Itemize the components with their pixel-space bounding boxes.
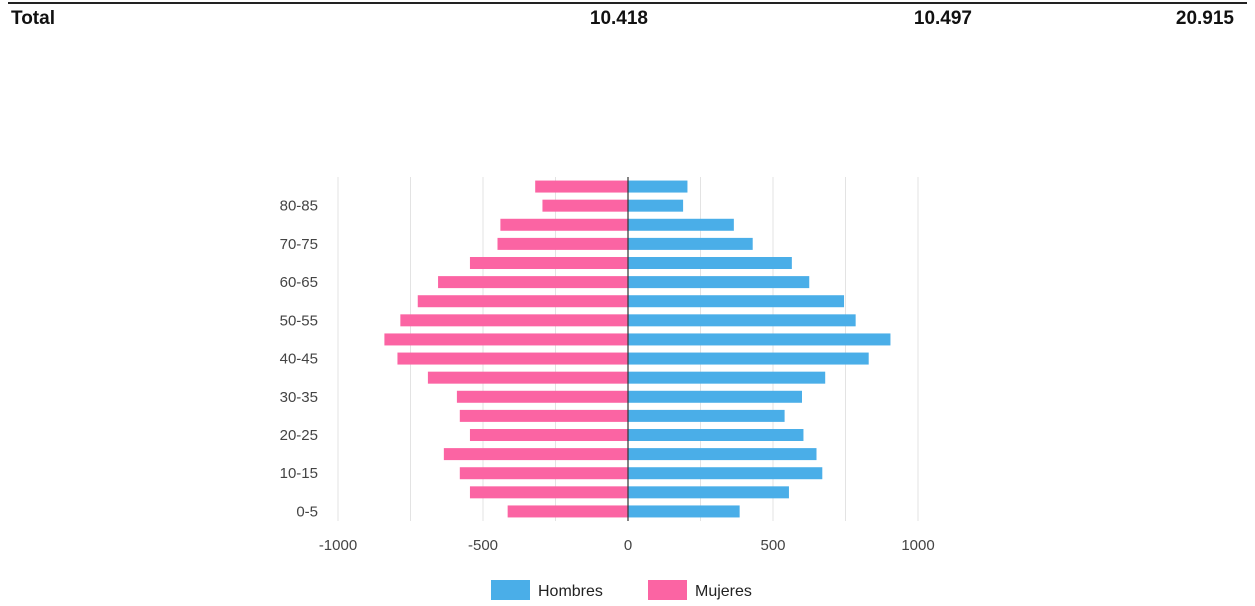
- bar-mujeres: [459, 467, 628, 480]
- y-tick-label: 40-45: [280, 351, 318, 368]
- bar-mujeres: [459, 409, 628, 422]
- y-tick-label: 60-65: [280, 274, 318, 291]
- total-men-value: 10.418: [589, 8, 648, 29]
- legend-swatch-hombres: [491, 580, 530, 600]
- bar-hombres: [628, 314, 856, 327]
- x-tick-label: -1000: [319, 537, 357, 554]
- y-tick-label: 0-5: [296, 503, 318, 520]
- bar-hombres: [628, 352, 869, 365]
- x-tick-label: 500: [760, 537, 785, 554]
- grid-layer: [337, 177, 919, 521]
- bar-hombres: [628, 199, 684, 212]
- bar-hombres: [628, 486, 789, 499]
- bar-hombres: [628, 467, 823, 480]
- legend: Hombres Mujeres: [491, 580, 752, 600]
- y-tick-label: 10-15: [280, 465, 318, 482]
- bar-mujeres: [443, 448, 628, 461]
- bar-hombres: [628, 218, 734, 231]
- x-tick-label: -500: [468, 537, 498, 554]
- bars-layer: [384, 180, 891, 518]
- total-label: Total: [11, 8, 55, 29]
- bar-hombres: [628, 371, 826, 384]
- bar-mujeres: [542, 199, 628, 212]
- bar-hombres: [628, 257, 792, 269]
- bar-mujeres: [469, 257, 628, 269]
- bar-hombres: [628, 390, 802, 403]
- legend-swatch-mujeres: [648, 580, 687, 600]
- bar-mujeres: [535, 180, 628, 193]
- bar-hombres: [628, 237, 753, 250]
- bar-mujeres: [397, 352, 628, 365]
- legend-label-mujeres: Mujeres: [695, 583, 752, 600]
- bar-mujeres: [456, 390, 628, 403]
- bar-hombres: [628, 276, 810, 289]
- bar-mujeres: [427, 371, 628, 384]
- bar-mujeres: [438, 276, 628, 289]
- total-all-value: 20.915: [1175, 8, 1234, 29]
- y-tick-label: 30-35: [280, 389, 318, 406]
- table-top-rule: [8, 2, 1247, 4]
- bar-hombres: [628, 409, 785, 422]
- bar-hombres: [628, 505, 740, 518]
- y-tick-label: 70-75: [280, 236, 318, 253]
- bar-mujeres: [400, 314, 628, 327]
- bar-hombres: [628, 429, 804, 441]
- bar-mujeres: [469, 486, 628, 499]
- y-tick-label: 20-25: [280, 427, 318, 444]
- bar-hombres: [628, 333, 891, 346]
- x-tick-label: 0: [624, 537, 632, 554]
- total-women-value: 10.497: [913, 8, 972, 29]
- bar-mujeres: [497, 237, 628, 250]
- axis-layer: -1000 -500 0 500 1000 0-5 10-15 20-25 30-35 40-45…: [280, 177, 935, 554]
- bar-hombres: [628, 448, 817, 461]
- y-tick-label: 80-85: [280, 198, 318, 215]
- bar-mujeres: [507, 505, 628, 518]
- bar-hombres: [628, 180, 688, 193]
- legend-label-hombres: Hombres: [538, 583, 603, 600]
- bar-mujeres: [500, 218, 628, 231]
- bar-mujeres: [384, 333, 628, 346]
- y-tick-label: 50-55: [280, 312, 318, 329]
- x-tick-label: 1000: [901, 537, 934, 554]
- bar-mujeres: [469, 429, 628, 441]
- bar-hombres: [628, 295, 845, 308]
- total-row: Total 10.418 10.497 20.915: [0, 6, 1255, 32]
- bar-mujeres: [417, 295, 628, 308]
